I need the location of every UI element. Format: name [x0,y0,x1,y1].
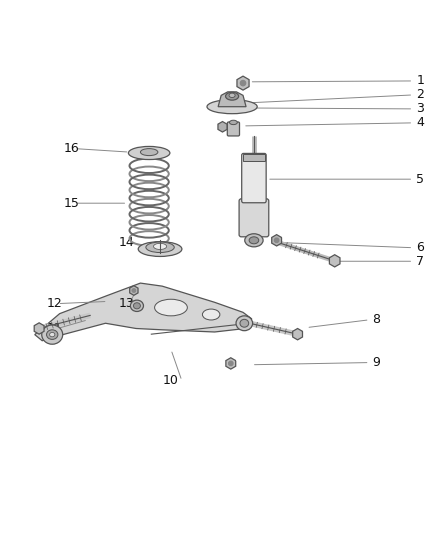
Ellipse shape [229,93,235,98]
Text: 3: 3 [417,102,424,115]
Ellipse shape [202,309,220,320]
Ellipse shape [153,244,166,249]
Text: 12: 12 [46,297,62,310]
FancyBboxPatch shape [227,122,240,136]
Text: 11: 11 [46,322,62,335]
Polygon shape [34,323,44,334]
Text: 13: 13 [119,297,134,310]
Circle shape [240,80,246,86]
Ellipse shape [155,299,187,316]
Ellipse shape [236,316,253,330]
Bar [243,154,265,161]
Circle shape [275,238,279,243]
Ellipse shape [49,333,55,337]
Ellipse shape [240,319,249,327]
FancyBboxPatch shape [239,199,269,237]
FancyBboxPatch shape [242,154,266,203]
Text: 8: 8 [373,313,381,326]
Ellipse shape [249,237,259,244]
Text: 5: 5 [416,173,424,185]
Ellipse shape [128,147,170,159]
Text: 14: 14 [119,236,134,249]
Ellipse shape [245,234,263,247]
Text: 16: 16 [64,142,80,155]
Circle shape [132,289,136,292]
Polygon shape [218,122,227,132]
Polygon shape [218,92,246,107]
Text: 9: 9 [373,356,381,369]
Circle shape [229,361,233,366]
Text: 15: 15 [64,197,80,209]
Polygon shape [226,358,236,369]
Ellipse shape [230,120,237,125]
Ellipse shape [141,149,158,156]
Polygon shape [237,76,249,90]
Polygon shape [329,255,340,267]
Text: 7: 7 [416,255,424,268]
Polygon shape [272,235,282,246]
Ellipse shape [146,242,174,253]
Text: 10: 10 [163,374,179,387]
Ellipse shape [207,100,257,114]
Text: 1: 1 [417,75,424,87]
Ellipse shape [131,300,144,311]
Ellipse shape [42,325,63,344]
Ellipse shape [138,241,182,256]
Text: 4: 4 [417,116,424,130]
Text: 6: 6 [417,241,424,254]
Polygon shape [293,328,303,340]
Ellipse shape [226,92,239,100]
Ellipse shape [46,330,58,340]
Polygon shape [130,286,138,295]
Text: 2: 2 [417,88,424,101]
Ellipse shape [134,303,141,309]
Polygon shape [35,283,252,341]
